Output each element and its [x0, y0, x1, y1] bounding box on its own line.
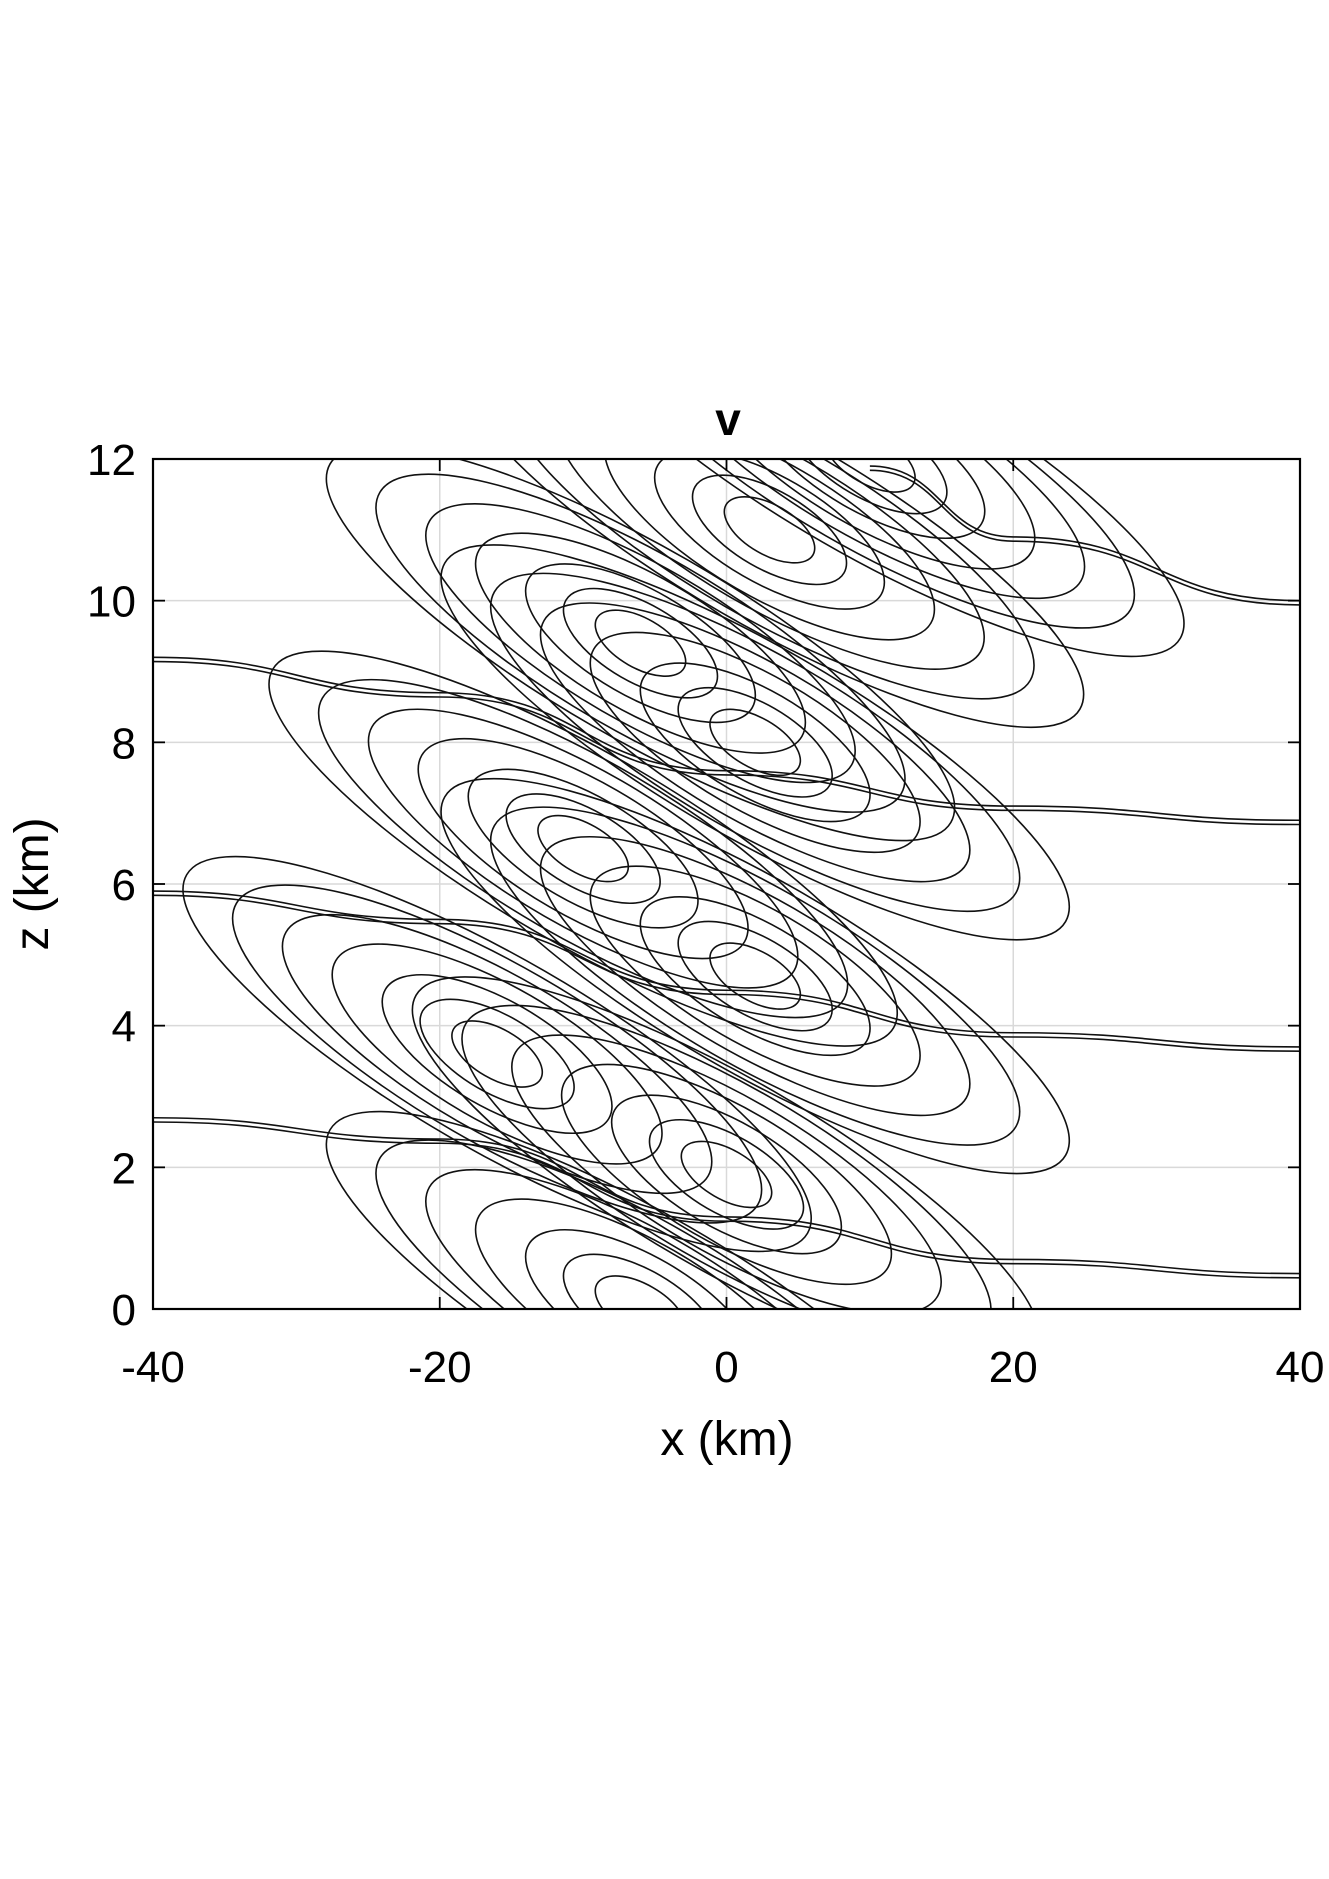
- contour-line: [153, 894, 1300, 1052]
- contour-line: [440, 544, 1071, 941]
- contour-line: [524, 563, 757, 724]
- contour-line: [539, 602, 971, 883]
- contour-line: [381, 973, 613, 1135]
- grid-lines: [153, 459, 1300, 1309]
- contour-line: [454, 459, 1085, 729]
- contour-line: [562, 1253, 719, 1309]
- contour-line: [560, 1063, 893, 1286]
- contour-line: [425, 1168, 856, 1309]
- y-tick-label: 0: [112, 1286, 136, 1335]
- contour-line: [594, 609, 687, 677]
- y-tick-label: 10: [87, 578, 136, 627]
- contour-line: [524, 1228, 757, 1309]
- contour-line: [440, 777, 1071, 1175]
- contour-line: [419, 998, 575, 1110]
- contour-line: [367, 708, 799, 989]
- contour-line: [554, 459, 1185, 658]
- y-tick-label: 2: [112, 1144, 136, 1193]
- y-tick-labels: 0 2 4 6 8 10 12: [87, 436, 136, 1335]
- contour-line: [754, 459, 986, 540]
- y-tick-label: 4: [112, 1003, 136, 1052]
- contour-line: [474, 1198, 807, 1309]
- contour-line: [537, 814, 630, 883]
- contour-line: [467, 768, 699, 929]
- contour-line: [709, 708, 802, 777]
- contour-line: [869, 465, 1300, 602]
- contour-line: [589, 631, 921, 854]
- contour-line: [504, 459, 1035, 700]
- contour-line: [281, 913, 713, 1195]
- x-tick-label: 40: [1276, 1343, 1325, 1392]
- contour-line: [325, 459, 956, 842]
- contour-line: [231, 884, 763, 1224]
- contour-line: [603, 459, 936, 641]
- contour-line: [375, 473, 906, 813]
- contour-line: [691, 474, 848, 586]
- contour-line: [639, 662, 871, 823]
- contour-line: [489, 572, 1021, 913]
- contour-line: [182, 855, 812, 1253]
- contour-line: [425, 503, 856, 784]
- y-tick-label: 12: [87, 436, 136, 485]
- contour-line: [704, 459, 1036, 570]
- axis-ticks: [152, 458, 1301, 1310]
- x-tick-label: 0: [714, 1343, 738, 1392]
- contour-line: [653, 459, 886, 610]
- x-tick-label: -40: [121, 1343, 185, 1392]
- contour-line: [153, 1116, 1300, 1275]
- contour-line: [709, 942, 802, 1010]
- contour-line: [648, 1118, 805, 1230]
- contour-line: [153, 1121, 1300, 1279]
- x-tick-label: -20: [408, 1343, 472, 1392]
- contour-line: [562, 587, 719, 699]
- contour-line: [461, 1004, 992, 1309]
- contour-line: [869, 469, 1300, 606]
- contour-line: [589, 865, 921, 1087]
- y-axis-label: z (km): [6, 817, 59, 950]
- contour-line: [489, 806, 1021, 1146]
- contour-line: [677, 686, 833, 798]
- contour-line: [823, 459, 916, 493]
- contour-line: [417, 737, 749, 960]
- contour-line: [153, 656, 1300, 822]
- contour-line: [153, 660, 1300, 826]
- x-tick-label: 20: [989, 1343, 1038, 1392]
- x-tick-labels: -40 -20 0 20 40: [121, 1343, 1324, 1392]
- contour-line: [153, 890, 1300, 1048]
- contour-line: [325, 1110, 956, 1309]
- contour-line: [554, 459, 985, 670]
- contour-lines: [153, 459, 1300, 1309]
- y-tick-label: 8: [112, 719, 136, 768]
- contour-line: [474, 532, 807, 754]
- contour-line: [539, 835, 971, 1117]
- y-tick-label: 6: [112, 861, 136, 910]
- contour-line: [680, 1140, 773, 1209]
- contour-line: [375, 1139, 906, 1309]
- contour-line: [451, 1020, 544, 1088]
- contour-line: [594, 1275, 687, 1309]
- chart-title: v: [715, 393, 741, 445]
- contour-line: [411, 976, 1042, 1309]
- contour-line: [654, 459, 1086, 600]
- contour-line: [331, 943, 663, 1165]
- contour-line: [792, 459, 948, 515]
- contour-line: [317, 678, 849, 1019]
- contour-line: [505, 793, 661, 905]
- contour-line: [604, 459, 1136, 629]
- x-axis-label: x (km): [660, 1413, 793, 1466]
- contour-line: [511, 1034, 942, 1309]
